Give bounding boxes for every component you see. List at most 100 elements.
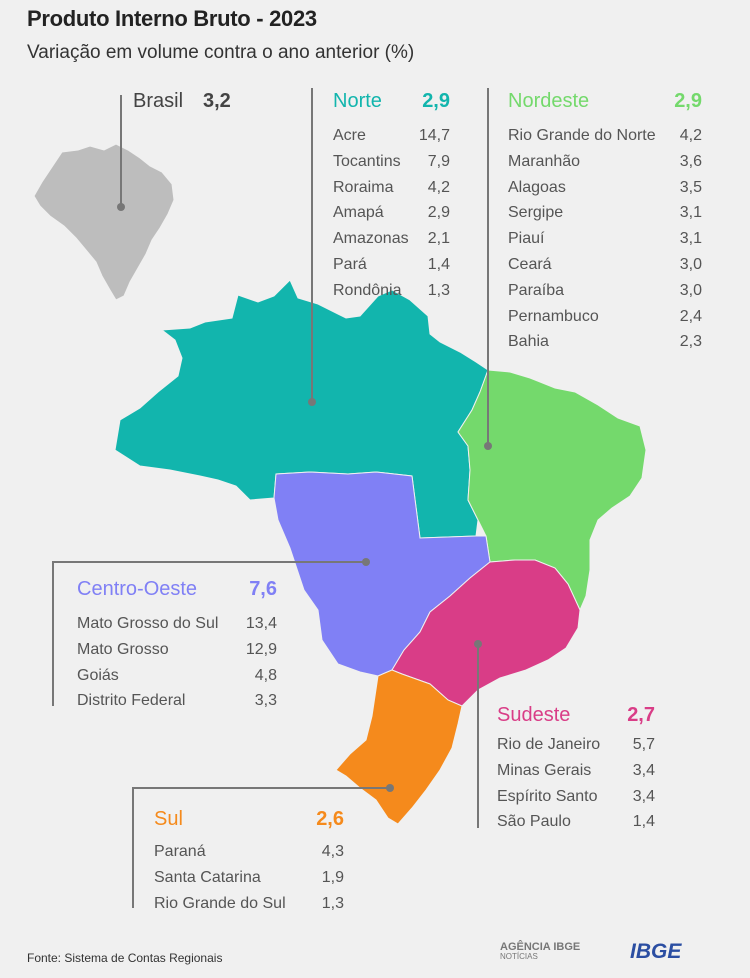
nordeste-marker (484, 442, 492, 450)
state-value: 1,3 (427, 281, 450, 299)
state-name: Ceará (508, 255, 552, 273)
state-value: 2,3 (679, 333, 702, 351)
state-row: Alagoas 3,5 (508, 179, 702, 205)
sul-region-shape (335, 669, 463, 825)
state-row: Acre 14,7 (333, 127, 450, 153)
agencia-logo-line2: NOTÍCIAS (500, 952, 538, 961)
state-value: 14,7 (418, 127, 450, 144)
centro-oeste-marker (362, 558, 370, 566)
state-name: Rio Grande do Norte (508, 127, 656, 144)
state-value: 1,4 (632, 813, 655, 831)
state-value: 3,1 (679, 230, 702, 248)
nordeste-name: Nordeste (508, 90, 590, 112)
brazil-inset-shape (33, 143, 175, 301)
sul-marker (386, 784, 394, 792)
state-name: Bahia (508, 333, 549, 351)
state-name: Mato Grosso do Sul (77, 615, 219, 632)
ibge-logo: IBGE (630, 940, 682, 963)
agencia-logo-line1: AGÊNCIA IBGE (500, 941, 581, 953)
state-row: Piauí 3,1 (508, 230, 702, 256)
norte-marker (308, 398, 316, 406)
state-row: Amazonas 2,1 (333, 230, 450, 256)
state-row: Ceará 3,0 (508, 256, 702, 282)
state-name: Pernambuco (508, 307, 599, 325)
state-value: 2,1 (427, 230, 450, 248)
state-row: Sergipe 3,1 (508, 204, 702, 230)
state-row: Mato Grosso do Sul 13,4 (77, 615, 277, 641)
sul-header: Sul 2,6 (154, 808, 344, 831)
sudeste-state-list: Rio de Janeiro 5,7 Minas Gerais 3,4 Espírito… (497, 736, 655, 839)
state-value: 3,0 (679, 281, 702, 299)
centro-oeste-header: Centro-Oeste 7,6 (77, 578, 277, 601)
state-name: Sergipe (508, 204, 564, 222)
page-subtitle: Variação em volume contra o ano anterior… (27, 42, 415, 63)
state-name: Santa Catarina (154, 868, 261, 886)
state-value: 3,4 (632, 761, 655, 779)
state-value: 3,3 (254, 692, 277, 710)
state-name: Minas Gerais (497, 761, 592, 779)
state-row: São Paulo 1,4 (497, 813, 655, 839)
state-name: Goiás (77, 666, 119, 684)
state-name: Tocantins (333, 152, 401, 170)
state-row: Roraima 4,2 (333, 179, 450, 205)
nordeste-value: 2,9 (674, 90, 702, 112)
state-row: Rio Grande do Sul 1,3 (154, 895, 344, 921)
agencia-ibge-logo: AGÊNCIA IBGE NOTÍCIAS (500, 942, 580, 962)
state-row: Mato Grosso 12,9 (77, 641, 277, 667)
state-name: São Paulo (497, 813, 571, 831)
norte-name: Norte (333, 90, 382, 112)
sudeste-header: Sudeste 2,7 (497, 704, 655, 727)
state-value: 3,6 (679, 152, 702, 170)
state-row: Pará 1,4 (333, 256, 450, 282)
state-value: 3,4 (632, 787, 655, 805)
state-value: 1,9 (321, 868, 344, 886)
state-name: Amapá (333, 204, 384, 222)
norte-value: 2,9 (422, 90, 450, 112)
state-row: Pernambuco 2,4 (508, 308, 702, 334)
state-value: 7,9 (427, 152, 450, 170)
state-name: Paraná (154, 843, 206, 860)
sul-name: Sul (154, 808, 183, 830)
state-name: Alagoas (508, 178, 566, 196)
state-row: Rio de Janeiro 5,7 (497, 736, 655, 762)
nordeste-state-list: Rio Grande do Norte 4,2 Maranhão 3,6 Alagoas… (508, 127, 702, 359)
nordeste-region-shape (457, 369, 647, 612)
norte-state-list: Acre 14,7 Tocantins 7,9 Roraima 4,2 Amapá 2,9 Am… (333, 127, 450, 308)
state-row: Amapá 2,9 (333, 204, 450, 230)
page-title: Produto Interno Bruto - 2023 (27, 6, 317, 31)
state-name: Rondônia (333, 281, 402, 299)
state-row: Distrito Federal 3,3 (77, 692, 277, 718)
state-name: Roraima (333, 178, 394, 196)
state-name: Piauí (508, 230, 545, 248)
sul-value: 2,6 (316, 808, 344, 830)
sudeste-name: Sudeste (497, 704, 571, 726)
state-value: 3,1 (679, 204, 702, 222)
state-value: 2,4 (679, 307, 702, 325)
state-row: Paraná 4,3 (154, 843, 344, 869)
state-name: Acre (333, 127, 366, 144)
state-row: Minas Gerais 3,4 (497, 762, 655, 788)
sudeste-marker (474, 640, 482, 648)
state-row: Rondônia 1,3 (333, 282, 450, 308)
state-row: Espírito Santo 3,4 (497, 788, 655, 814)
state-value: 1,4 (427, 255, 450, 273)
state-name: Pará (333, 255, 367, 273)
centro-oeste-state-list: Mato Grosso do Sul 13,4 Mato Grosso 12,9 Goi… (77, 615, 277, 718)
centro-oeste-value: 7,6 (249, 578, 277, 600)
state-value: 12,9 (245, 640, 277, 658)
brasil-header: Brasil 3,2 (133, 90, 233, 113)
state-value: 3,0 (679, 255, 702, 273)
state-value: 13,4 (245, 615, 277, 632)
state-name: Mato Grosso (77, 640, 169, 658)
state-value: 1,3 (321, 894, 344, 912)
state-value: 2,9 (427, 204, 450, 222)
brasil-label: Brasil (133, 90, 184, 112)
state-name: Maranhão (508, 152, 581, 170)
state-value: 5,7 (632, 736, 655, 753)
source-note: Fonte: Sistema de Contas Regionais (27, 951, 223, 965)
state-value: 3,5 (679, 178, 702, 196)
state-name: Rio de Janeiro (497, 736, 601, 753)
state-row: Tocantins 7,9 (333, 153, 450, 179)
state-name: Rio Grande do Sul (154, 894, 286, 912)
